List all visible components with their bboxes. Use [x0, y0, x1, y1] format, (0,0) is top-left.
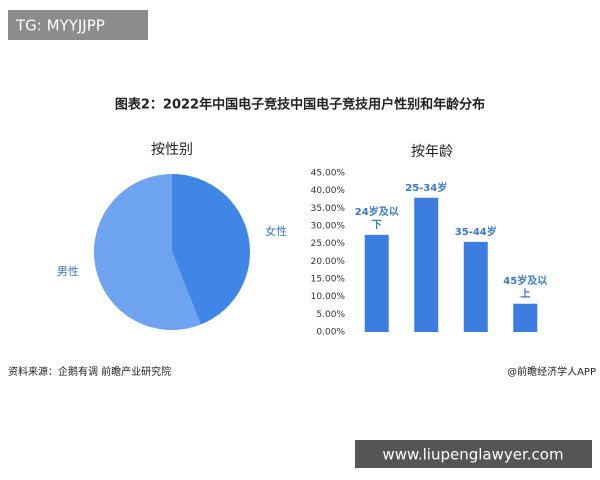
bar-category-label: 24岁及以下 [354, 206, 399, 231]
watermark-box [8, 10, 148, 40]
credit: @前瞻经济学人APP [507, 365, 596, 378]
y-tick-label: 35.00% [311, 204, 346, 214]
y-tick-label: 10.00% [311, 292, 346, 302]
y-tick-label: 30.00% [311, 222, 346, 232]
y-tick-label: 0.00% [316, 328, 345, 338]
bar [513, 303, 538, 332]
bar-category-label: 35-44岁 [454, 226, 497, 238]
bar-category-label: 45岁及以上 [503, 275, 548, 300]
bar-title: 按年龄 [411, 144, 453, 160]
y-tick-label: 15.00% [311, 275, 346, 285]
chart-title: 图表2：2022年中国电子竞技中国电子竞技用户性别和年龄分布 [115, 97, 485, 113]
bar [414, 197, 439, 332]
pie-label: 女性 [265, 224, 287, 238]
bar [364, 234, 389, 332]
y-tick-label: 45.00% [311, 169, 346, 179]
pie-label: 男性 [57, 264, 79, 278]
y-tick-label: 5.00% [316, 310, 345, 320]
y-tick-label: 40.00% [311, 186, 346, 196]
pie-slice [172, 174, 250, 325]
source: 资料来源：企鹅有调 前瞻产业研究院 [8, 365, 171, 378]
footer-watermark: www.liupenglawyer.com [382, 446, 563, 464]
y-tick-label: 25.00% [311, 239, 346, 249]
bar [463, 241, 488, 332]
y-tick-label: 20.00% [311, 257, 346, 267]
watermark: TG: MYYJJPP [15, 17, 105, 35]
pie-slice [94, 174, 201, 330]
pie-title: 按性别 [151, 142, 193, 158]
footer-box [355, 440, 592, 468]
bar-category-label: 25-34岁 [405, 182, 448, 194]
